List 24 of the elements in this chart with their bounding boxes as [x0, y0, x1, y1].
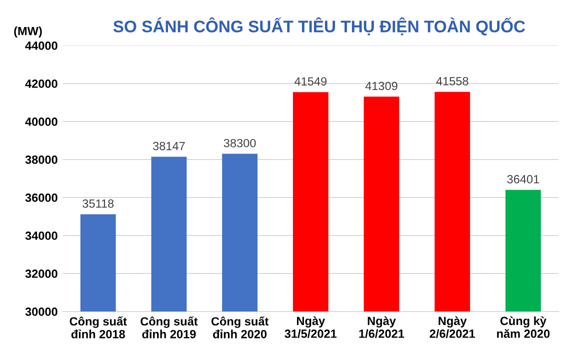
x-tick-label: Ngày 31/5/2021: [284, 316, 337, 338]
y-tick-label: 30000: [25, 308, 58, 316]
x-tick-label: Công suất đỉnh 2020: [211, 316, 269, 338]
x-tick-label: Công suất đỉnh 2018: [70, 316, 127, 338]
y-tick-label: 38000: [25, 156, 58, 164]
y-axis-title: (MW): [14, 26, 42, 38]
data-label: 35118: [82, 199, 114, 208]
x-tick-label: Công suất đỉnh 2019: [140, 316, 198, 338]
y-tick-label: 34000: [25, 232, 58, 240]
y-tick-label: 32000: [25, 270, 58, 278]
y-tick-label: 40000: [25, 118, 58, 126]
y-tick-label: 36000: [25, 194, 58, 202]
y-tick-label: 44000: [25, 42, 58, 50]
x-tick-label: Ngày 1/6/2021: [359, 316, 404, 338]
x-tick-label: Ngày 2/6/2021: [430, 316, 475, 338]
y-tick-label: 42000: [25, 80, 58, 88]
data-label: 41309: [365, 82, 398, 90]
data-label: 36401: [507, 175, 540, 184]
data-label: 38147: [153, 142, 185, 150]
data-label: 41549: [294, 77, 327, 86]
data-label: 41558: [436, 77, 468, 86]
x-tick-label: Cùng kỳ năm 2020: [497, 316, 550, 338]
data-label: 38300: [224, 138, 256, 148]
chart-title: SO SÁNH CÔNG SUẤT TIÊU THỤ ĐIỆN TOÀN QUỐC: [113, 17, 526, 36]
